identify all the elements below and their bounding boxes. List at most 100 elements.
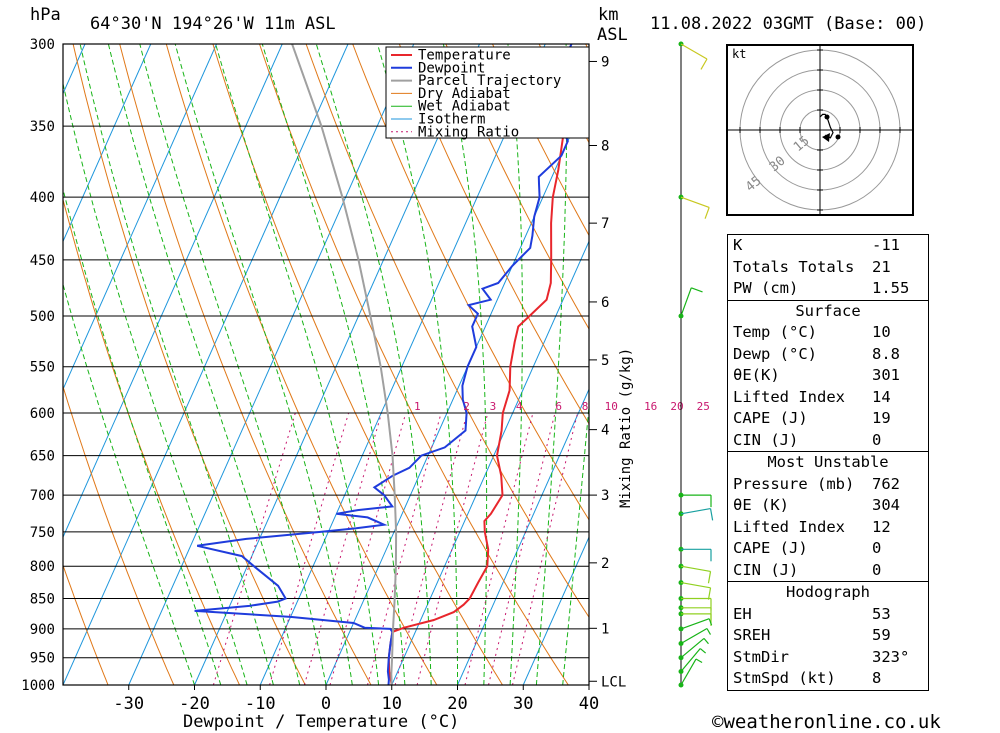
stat-label: Pressure (mb) bbox=[733, 474, 855, 493]
stat-value: 8.8 bbox=[872, 344, 900, 363]
stat-label: θE (K) bbox=[733, 496, 789, 514]
wind-barb-flag bbox=[703, 638, 709, 645]
mixing-ratio-label: 3 bbox=[490, 400, 497, 413]
wind-barb-staff bbox=[680, 627, 708, 645]
stat-label: K bbox=[733, 236, 743, 254]
legend-label: Dry Adiabat bbox=[418, 86, 511, 102]
stat-label: EH bbox=[733, 604, 752, 623]
mixing-ratio-line bbox=[416, 412, 489, 685]
stat-value: 10 bbox=[872, 323, 891, 341]
wet-adiabat-line bbox=[535, 44, 568, 685]
mixing-ratio-label: 4 bbox=[516, 400, 523, 413]
wet-adiabat-line bbox=[442, 44, 488, 685]
wind-barb bbox=[680, 287, 703, 317]
mixing-ratio-line bbox=[512, 412, 579, 685]
wind-barb bbox=[680, 507, 714, 521]
stat-label: PW (cm) bbox=[733, 279, 799, 297]
stat-row: θE (K) 304 bbox=[728, 495, 928, 517]
wind-barb-staff bbox=[680, 618, 710, 630]
copyright: ©weatheronline.co.uk bbox=[712, 711, 941, 733]
wind-barb bbox=[680, 637, 709, 659]
dry-adiabat-line bbox=[63, 384, 175, 685]
stat-row: CAPE (J) 0 bbox=[728, 538, 928, 560]
mixing-ratio-line bbox=[488, 412, 556, 685]
wind-barb bbox=[680, 581, 712, 600]
mixing-ratio-line bbox=[394, 412, 468, 685]
wind-barb-staff bbox=[680, 658, 697, 686]
hodograph-unit-label: kt bbox=[732, 47, 746, 61]
stat-value: 0 bbox=[872, 560, 882, 579]
pressure-tick-label: 900 bbox=[30, 622, 55, 638]
stat-row: EH 53 bbox=[728, 604, 928, 626]
hodograph-trace bbox=[819, 113, 834, 139]
legend-label: Isotherm bbox=[418, 112, 485, 128]
mixing-ratio-line bbox=[464, 412, 534, 685]
stat-label: CAPE (J) bbox=[733, 409, 808, 427]
wet-adiabat-line bbox=[261, 44, 406, 685]
wet-adiabat-line bbox=[63, 81, 248, 685]
stat-row: CAPE (J) 19 bbox=[728, 408, 928, 430]
mixing-ratio-line bbox=[212, 412, 296, 685]
hodograph-stats-title: Hodograph bbox=[786, 583, 870, 601]
legend-label: Wet Adiabat bbox=[418, 99, 511, 115]
pressure-tick-label: 700 bbox=[30, 488, 55, 504]
dry-adiabat-line bbox=[63, 563, 109, 685]
dry-adiabat-line bbox=[492, 44, 589, 237]
wind-barb-flag bbox=[707, 571, 712, 584]
stat-label: Lifted Index bbox=[733, 517, 845, 536]
surface-section: Surface Temp (°C) 10 Dewp (°C) 8.8 θE(K) 301 L… bbox=[728, 299, 928, 452]
hpa-label: hPa bbox=[30, 5, 61, 25]
legend-label: Dewpoint bbox=[418, 60, 485, 76]
wind-barb bbox=[681, 494, 712, 508]
wind-barb bbox=[680, 196, 710, 219]
mixing-ratio-label: 8 bbox=[582, 400, 589, 413]
wet-adiabat-line bbox=[562, 401, 589, 685]
mixing-ratio-axis-title: Mixing Ratio (g/kg) bbox=[618, 348, 634, 508]
mixing-ratio-label: 10 bbox=[605, 400, 618, 413]
wet-adiabat-line bbox=[107, 44, 301, 685]
isotherm-line bbox=[63, 44, 283, 539]
stat-row: Pressure (mb) 762 bbox=[728, 474, 928, 496]
x-tick-label: 40 bbox=[579, 694, 599, 714]
isotherm-line bbox=[128, 44, 415, 685]
dewpoint-series bbox=[194, 44, 573, 685]
wind-barb-flag bbox=[699, 648, 707, 654]
isotherm-line bbox=[522, 535, 589, 685]
stat-value: 323° bbox=[872, 647, 910, 666]
isotherm-line bbox=[0, 44, 19, 685]
pressure-tick-label: 950 bbox=[30, 651, 55, 667]
wet-adiabat-line bbox=[315, 44, 432, 685]
wind-barb-staff bbox=[680, 648, 701, 672]
stat-row: StmSpd (kt) 8 bbox=[728, 668, 928, 690]
wet-adiabat-line bbox=[139, 44, 327, 685]
isotherm-line bbox=[63, 44, 217, 391]
pressure-tick-label: 800 bbox=[30, 559, 55, 575]
stat-row: StmDir 323° bbox=[728, 647, 928, 669]
stat-label: StmDir bbox=[733, 647, 789, 666]
stat-value: 14 bbox=[872, 387, 891, 406]
wet-adiabat-line bbox=[215, 44, 380, 685]
km-tick-label: LCL bbox=[601, 674, 626, 690]
mixing-ratio-line bbox=[269, 412, 350, 685]
wind-barb-staff bbox=[680, 581, 711, 589]
stat-label: Lifted Index bbox=[733, 387, 845, 406]
parcel-trajectory-series bbox=[291, 44, 398, 685]
mixing-ratio-line bbox=[303, 412, 382, 685]
legend-label: Temperature bbox=[418, 48, 511, 64]
mixing-ratio-label: 20 bbox=[670, 400, 683, 413]
km-tick-label: 2 bbox=[601, 556, 609, 572]
wind-barb-staff bbox=[680, 637, 705, 659]
mixing-ratio-label: 25 bbox=[697, 400, 710, 413]
pressure-tick-label: 650 bbox=[30, 449, 55, 465]
stat-value: 304 bbox=[872, 496, 900, 514]
x-tick-label: 10 bbox=[382, 694, 402, 714]
wind-barb bbox=[681, 597, 712, 611]
stats-panel: K -11 Totals Totals 21 PW (cm) 1.55 Surface T… bbox=[727, 234, 929, 691]
x-tick-label: -30 bbox=[113, 694, 144, 714]
km-label: km bbox=[598, 5, 618, 25]
stat-label: SREH bbox=[733, 626, 771, 644]
stat-row: K -11 bbox=[728, 235, 928, 257]
mixing-ratio-label: 1 bbox=[414, 400, 421, 413]
